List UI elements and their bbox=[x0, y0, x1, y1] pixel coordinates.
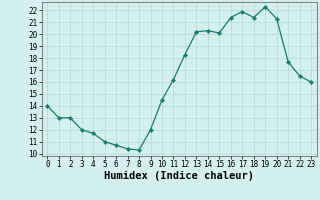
X-axis label: Humidex (Indice chaleur): Humidex (Indice chaleur) bbox=[104, 171, 254, 181]
